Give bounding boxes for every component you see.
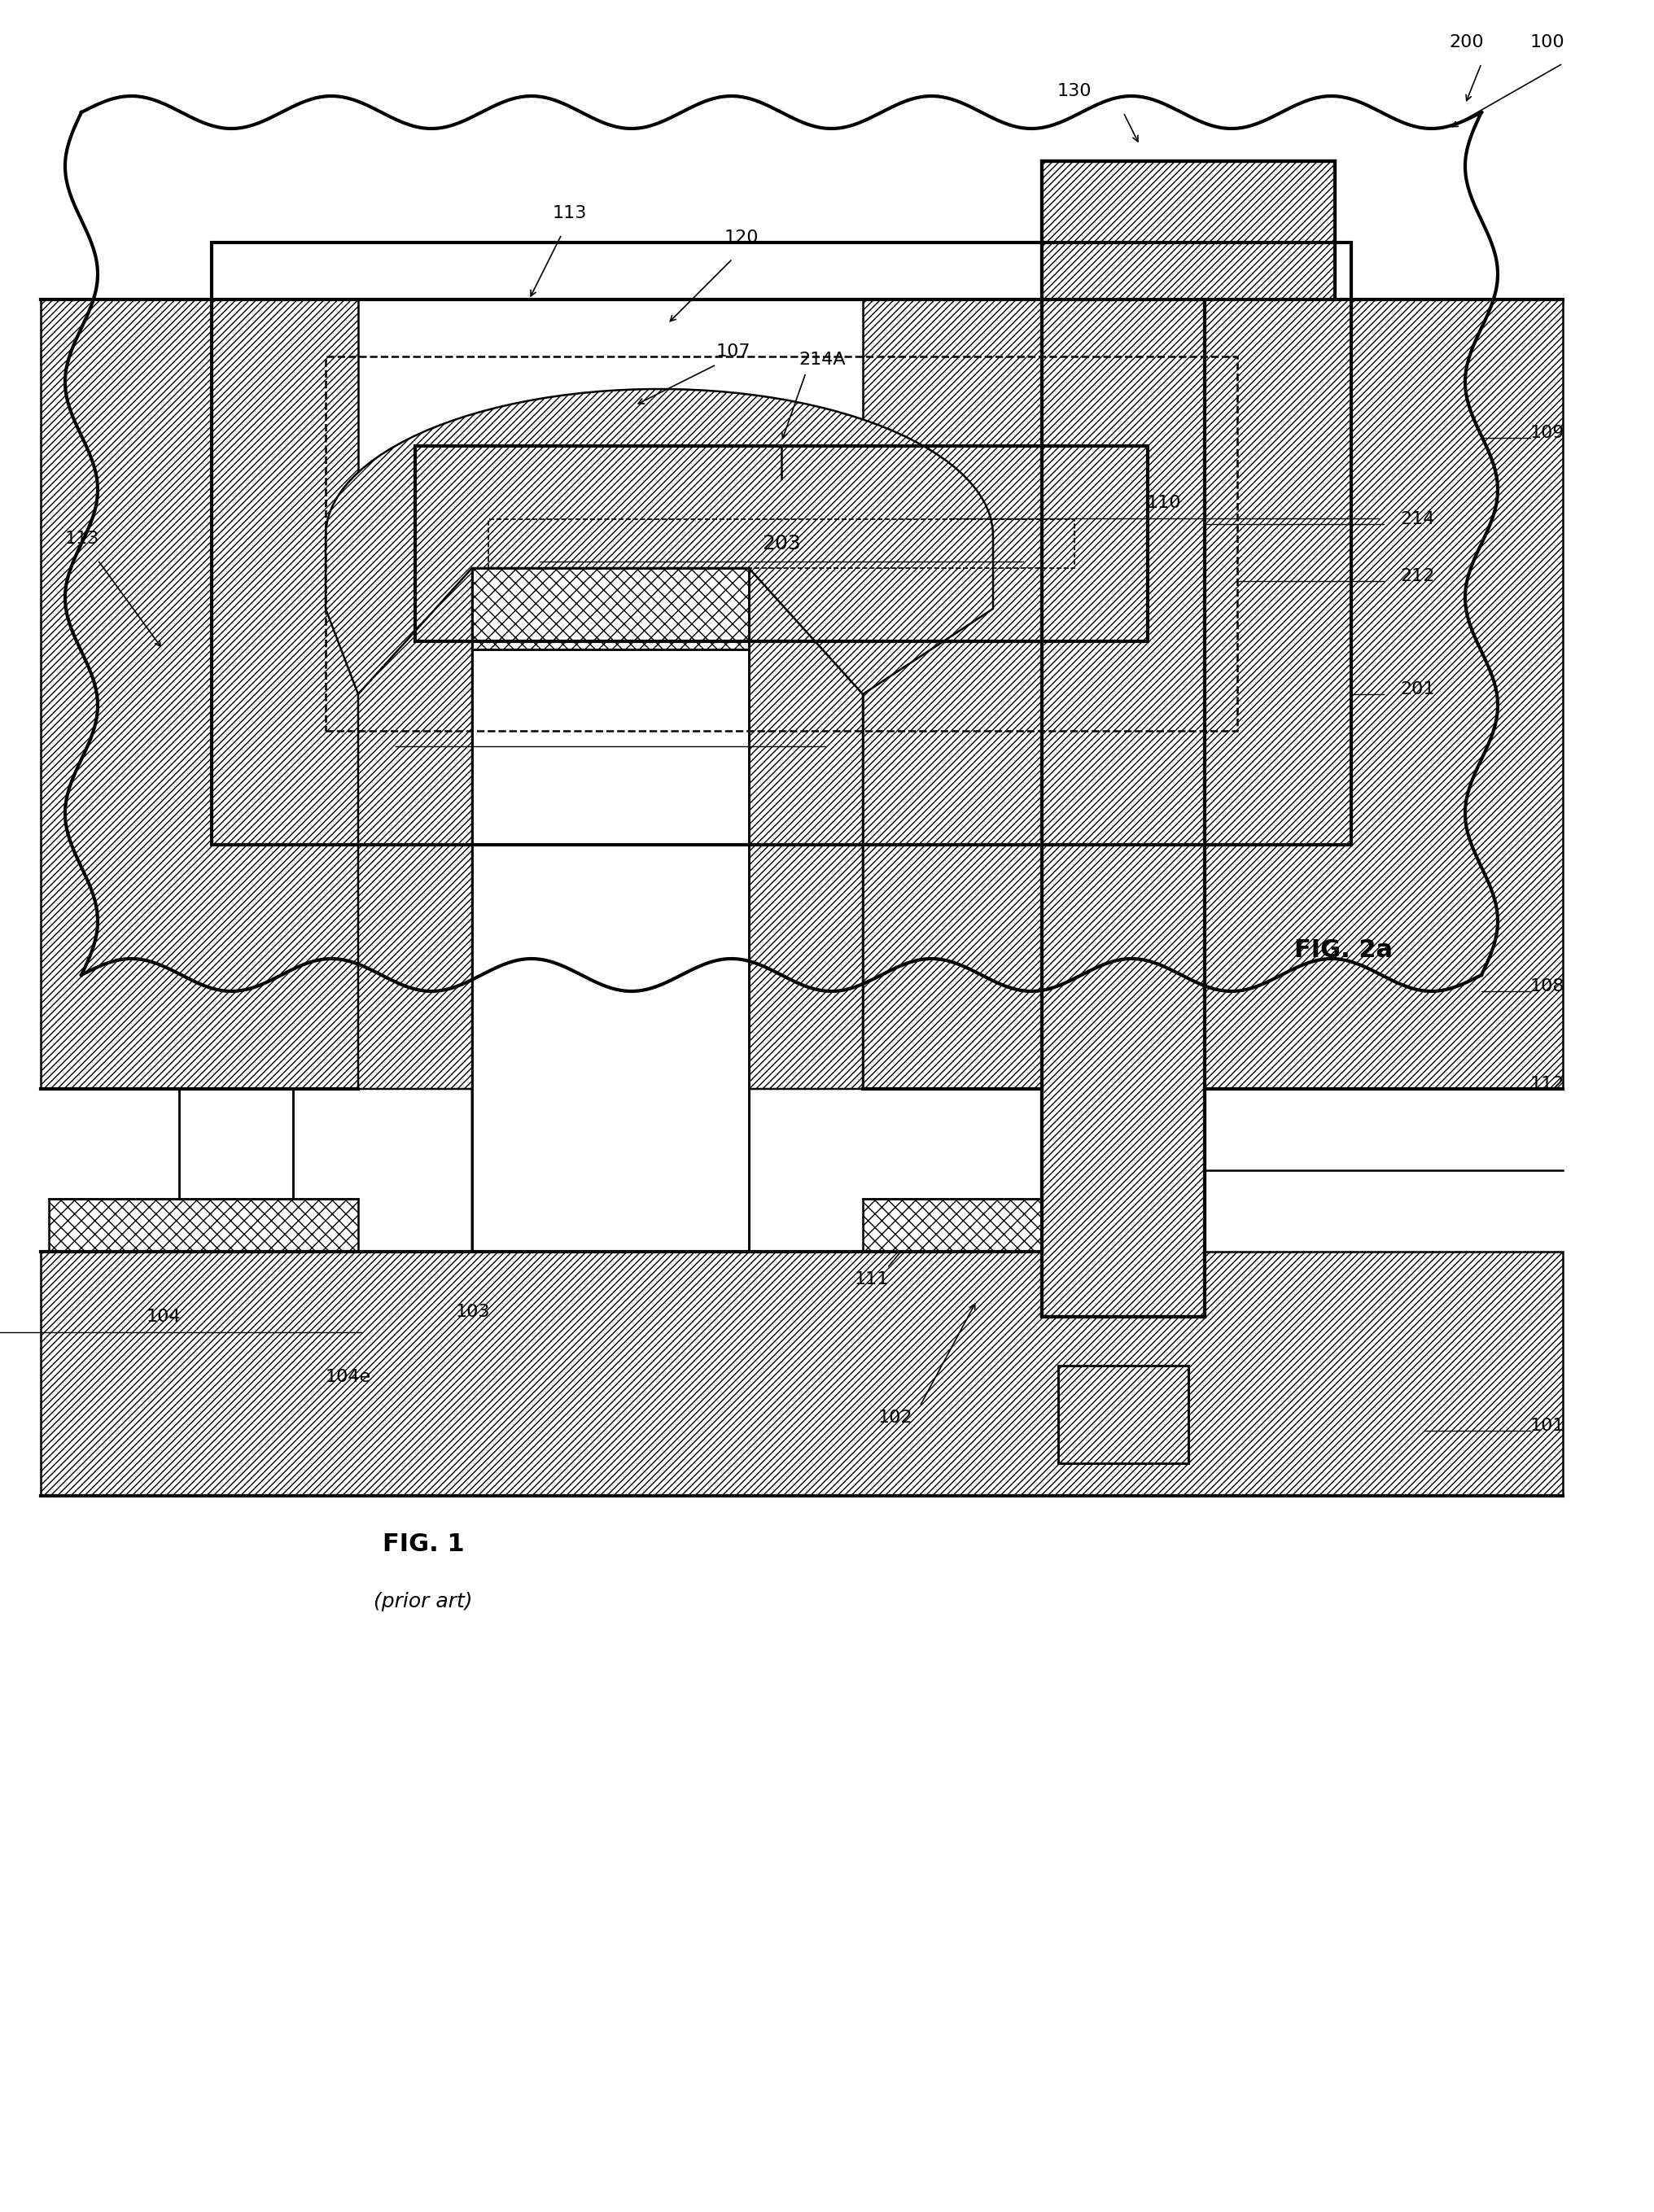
Text: 105: 105 [594,723,629,739]
Text: 113: 113 [65,531,99,546]
Text: 111: 111 [855,1272,890,1287]
Bar [471,568,749,650]
Text: 108: 108 [1530,978,1565,995]
Bar [488,520,1075,568]
Bar [41,299,359,1088]
Text: 203: 203 [762,533,801,553]
Text: 112: 112 [1530,1075,1565,1093]
Bar [179,1088,293,1199]
Polygon shape [359,560,471,1252]
Text: 106: 106 [594,799,629,816]
Bar [863,299,1042,1088]
Text: FIG. 1: FIG. 1 [382,1533,465,1557]
Text: 104: 104 [147,1310,180,1325]
Text: (prior art): (prior art) [374,1593,473,1610]
Text: 214A: 214A [799,352,845,367]
Bar [1042,299,1204,1316]
Bar [1204,299,1563,1088]
Bar [50,1199,359,1252]
Bar [415,447,1148,641]
Polygon shape [749,560,863,1252]
Polygon shape [326,389,992,695]
Text: 113: 113 [552,206,587,221]
Text: 103: 103 [457,1303,491,1321]
Text: 109: 109 [1530,425,1565,440]
Text: 100: 100 [1530,33,1565,51]
Text: 214: 214 [1399,511,1434,526]
Text: 102: 102 [878,1409,913,1427]
Bar [1059,1365,1189,1464]
Text: 110: 110 [1146,495,1181,511]
Bar [1042,161,1335,299]
Text: 201: 201 [1399,681,1434,697]
Text: FIG. 2a: FIG. 2a [1293,938,1393,962]
Text: 104e: 104e [326,1369,370,1385]
Text: 101: 101 [1530,1418,1565,1433]
Bar [326,356,1237,730]
Text: 120: 120 [724,230,759,246]
Text: 212: 212 [1399,568,1434,584]
Bar [212,243,1351,845]
Text: 130: 130 [1057,84,1092,100]
Bar [471,650,749,1252]
Bar [41,1252,1563,1495]
Text: 200: 200 [1449,33,1484,51]
Bar [863,1199,1042,1252]
Text: 107: 107 [716,343,751,361]
